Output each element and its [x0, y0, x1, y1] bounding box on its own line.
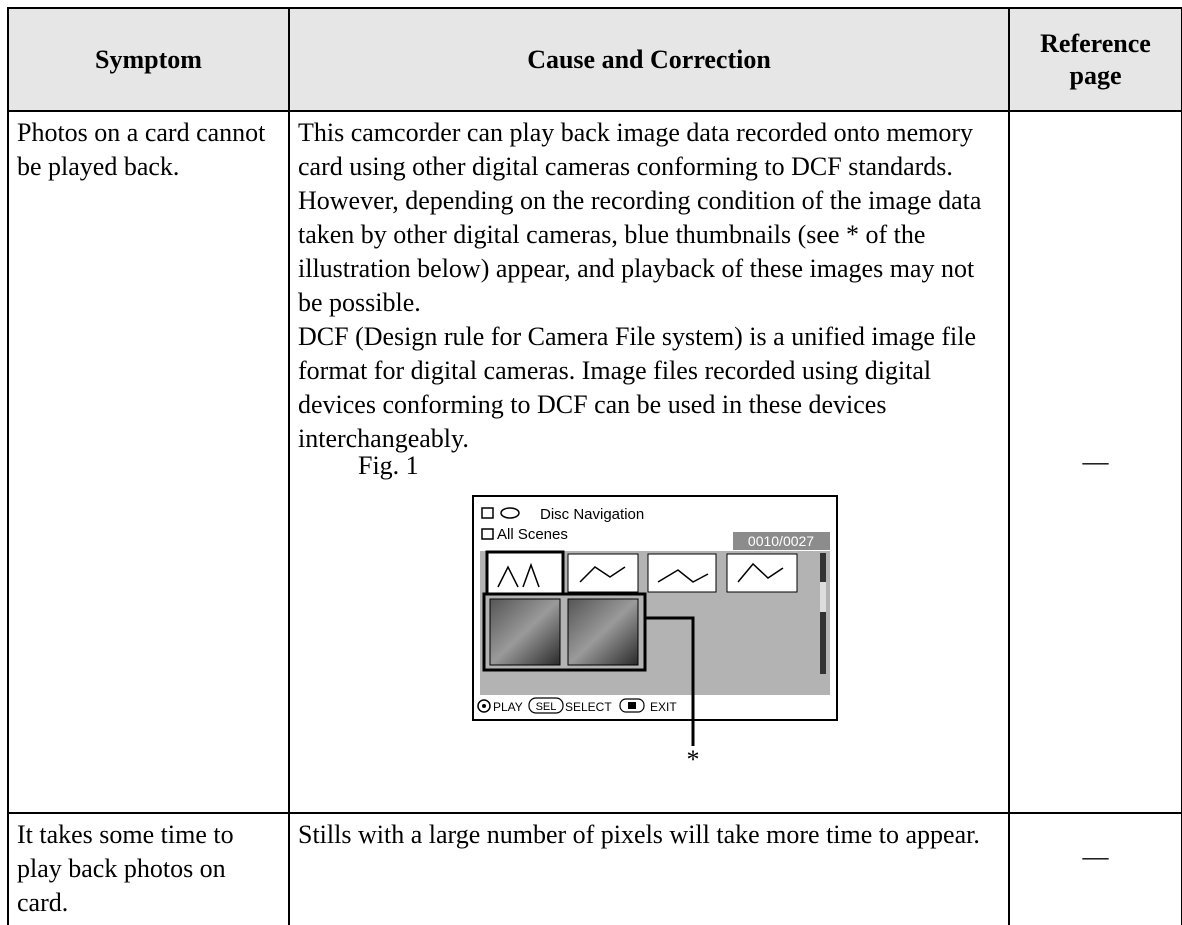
marker: *	[687, 745, 700, 770]
highlight-box	[482, 592, 647, 672]
trouble-table: Symptom Cause and Correction Reference p…	[7, 7, 1182, 925]
counter: 0010/0027	[748, 533, 814, 549]
figure: Fig. 1 Disc Navigation All Scenes 0010/0…	[358, 452, 838, 770]
symptom: Photos on a card cannot be played back.	[7, 110, 290, 814]
play-icon	[477, 699, 491, 713]
cause: Stills with a large number of pixels wil…	[288, 812, 1010, 925]
paragraph: This camcorder can play back image data …	[298, 118, 982, 317]
header-cell: Reference page	[1008, 7, 1182, 112]
sel-label: SEL	[536, 701, 557, 713]
select-label: SELECT	[565, 700, 612, 714]
row: Photos on a card cannot be played back. …	[7, 110, 1182, 814]
cause: This camcorder can play back image data …	[288, 110, 1010, 814]
blue-thumbnail	[567, 598, 639, 666]
reference: —	[1008, 812, 1182, 925]
counter-box	[733, 532, 830, 550]
exit-icon	[628, 702, 636, 709]
play-icon	[482, 704, 486, 708]
play-label: PLAY	[493, 700, 523, 714]
blue-thumbnail	[489, 598, 561, 666]
paragraph: Stills with a large number of pixels wil…	[298, 820, 980, 849]
header-cell: Symptom	[7, 7, 290, 112]
header-row: Symptom Cause and Correction Reference p…	[7, 7, 1182, 112]
thumbnail-art	[497, 562, 784, 588]
scrollbar	[820, 553, 826, 674]
camera-icon	[481, 507, 494, 519]
callout-line	[645, 616, 695, 746]
row: It takes some time to play back photos o…	[7, 812, 1182, 925]
sd-icon	[500, 507, 520, 519]
thumbnail	[485, 550, 565, 596]
paragraph: DCF (Design rule for Camera File system)…	[298, 322, 977, 453]
exit-label: EXIT	[650, 700, 677, 714]
header-cell: Cause and Correction	[288, 7, 1010, 112]
screen-title: Disc Navigation	[540, 506, 644, 523]
sel-icon	[528, 697, 564, 714]
symptom: It takes some time to play back photos o…	[7, 812, 290, 925]
scenes-icon	[481, 528, 494, 540]
reference: —	[1008, 110, 1182, 814]
figure-label: Fig. 1	[358, 452, 419, 480]
exit-icon	[619, 698, 645, 713]
screen-subtitle: All Scenes	[497, 526, 568, 543]
scroll-thumb	[820, 582, 826, 612]
